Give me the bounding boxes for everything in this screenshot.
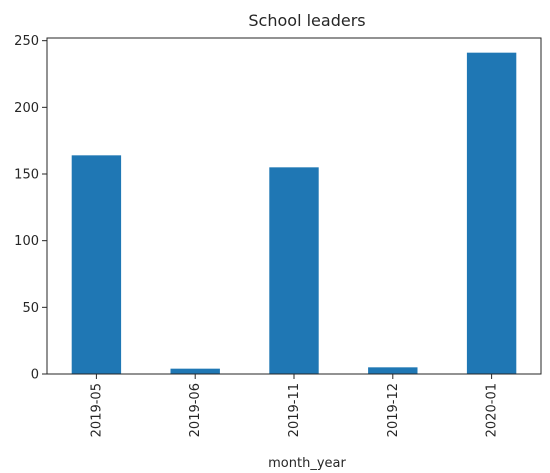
plot-frame xyxy=(46,37,542,375)
bar-2019-11 xyxy=(269,167,319,374)
bars-group xyxy=(71,52,517,375)
bar-2019-05 xyxy=(71,155,122,374)
y-tick-label: 150 xyxy=(14,168,39,183)
x-tick-label: 2019-11 xyxy=(287,383,302,437)
x-tick-label: 2019-12 xyxy=(386,383,401,437)
y-axis: 0 50 100 150 200 250 xyxy=(14,34,47,383)
x-tick-label: 2019-05 xyxy=(89,383,104,437)
y-tick-label: 50 xyxy=(22,301,39,316)
bar-2020-01 xyxy=(466,52,517,375)
x-axis: 2019-05 2019-06 2019-11 2019-12 2020-01 xyxy=(89,374,500,437)
bar-2019-06 xyxy=(170,368,220,374)
bar-2019-12 xyxy=(368,367,418,374)
x-tick-label: 2020-01 xyxy=(485,383,500,437)
y-tick-label: 100 xyxy=(14,234,39,249)
y-tick-label: 200 xyxy=(14,101,39,116)
x-axis-label: month_year xyxy=(268,456,346,471)
y-tick-label: 250 xyxy=(14,34,39,49)
x-tick-label: 2019-06 xyxy=(188,383,203,437)
y-tick-label: 0 xyxy=(31,368,39,383)
chart-title: School leaders xyxy=(248,11,365,30)
